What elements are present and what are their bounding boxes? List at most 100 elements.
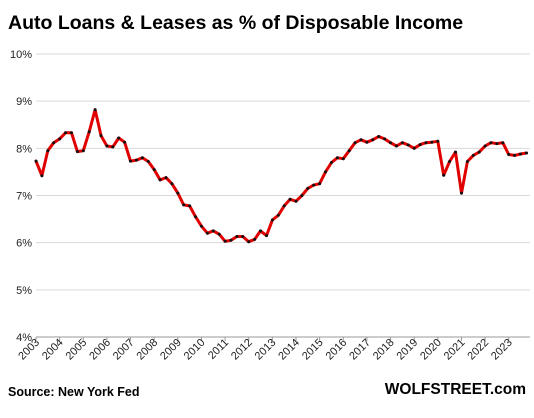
data-point	[146, 160, 150, 163]
data-point	[135, 158, 138, 162]
data-point	[501, 141, 505, 145]
data-point	[87, 130, 91, 134]
data-point	[513, 153, 517, 157]
brand-watermark: WOLFSTREET.com	[384, 381, 526, 398]
data-point	[460, 191, 463, 195]
data-point	[335, 156, 339, 160]
data-point	[395, 144, 398, 148]
data-point	[105, 144, 109, 148]
data-point	[306, 186, 310, 190]
x-tick-label: 2004	[40, 337, 66, 363]
chart-title: Auto Loans & Leases as % of Disposable I…	[8, 12, 464, 34]
y-tick-label: 5%	[16, 285, 32, 297]
data-point	[235, 235, 239, 238]
data-point	[353, 141, 357, 145]
data-point	[176, 191, 180, 195]
data-point	[75, 150, 79, 154]
data-point	[442, 173, 446, 177]
x-tick-label: 2008	[135, 337, 161, 363]
data-point	[477, 150, 481, 154]
x-tick-labels: 2003200420052006200720082009201020112012…	[16, 337, 515, 363]
data-point	[170, 182, 174, 186]
data-point	[406, 143, 410, 147]
data-point	[182, 203, 186, 207]
data-point	[34, 159, 38, 163]
data-point	[200, 224, 203, 228]
data-point	[318, 182, 322, 186]
data-point	[383, 137, 387, 141]
data-point	[288, 197, 292, 201]
data-point	[341, 157, 345, 161]
y-tick-label: 9%	[16, 96, 32, 108]
x-tick-label: 2015	[300, 337, 326, 363]
data-point	[164, 176, 168, 180]
data-point	[99, 134, 103, 138]
data-point	[40, 174, 44, 178]
data-point	[188, 204, 192, 208]
data-point	[52, 141, 56, 145]
y-tick-labels: 4% 5% 6% 7% 8% 9% 10%	[10, 49, 32, 344]
x-tick-label: 2023	[489, 337, 515, 363]
data-point	[158, 178, 162, 182]
data-point	[424, 141, 428, 145]
data-point	[330, 161, 333, 164]
data-point	[519, 152, 522, 156]
data-point	[70, 131, 73, 135]
x-tick-label: 2009	[158, 337, 184, 363]
x-tick-label: 2022	[465, 337, 491, 363]
data-point	[347, 149, 351, 153]
data-point	[123, 140, 127, 144]
x-tick-label: 2007	[111, 337, 137, 363]
data-point	[64, 131, 67, 135]
data-point	[365, 140, 369, 144]
data-point	[229, 238, 233, 242]
data-point	[312, 183, 316, 187]
y-tick-label: 4%	[16, 332, 32, 344]
data-point	[282, 204, 286, 208]
data-point	[81, 149, 85, 153]
x-tick-label: 2012	[229, 337, 255, 363]
x-tick-label: 2011	[206, 337, 231, 362]
data-point	[465, 160, 469, 163]
data-point	[471, 153, 475, 157]
data-point	[140, 156, 144, 160]
data-point	[430, 140, 434, 144]
data-point	[241, 235, 245, 238]
x-tick-label: 2021	[442, 337, 468, 363]
x-tick-label: 2020	[418, 337, 444, 363]
data-point	[389, 141, 392, 145]
y-tick-label: 6%	[16, 238, 32, 250]
data-point	[489, 141, 493, 145]
x-tick-label: 2013	[253, 337, 279, 363]
y-tick-label: 10%	[10, 49, 32, 61]
data-point	[483, 144, 487, 148]
source-note: Source: New York Fed	[8, 385, 140, 399]
gridlines	[36, 53, 530, 338]
data-point	[436, 139, 440, 143]
x-tick-label: 2014	[276, 337, 302, 363]
data-point	[418, 143, 422, 147]
data-point	[495, 142, 499, 146]
data-point	[377, 135, 381, 138]
data-point	[448, 160, 452, 163]
data-point	[93, 108, 97, 112]
data-point	[270, 218, 274, 222]
data-point	[223, 239, 227, 243]
y-tick-label: 8%	[16, 143, 32, 155]
data-point	[46, 149, 50, 153]
data-point	[400, 141, 404, 145]
data-point	[265, 234, 268, 238]
data-markers	[34, 108, 528, 244]
y-tick-label: 7%	[16, 191, 32, 203]
data-point	[300, 194, 304, 197]
data-point	[205, 231, 209, 235]
data-point	[247, 240, 251, 244]
x-tick-label: 2019	[395, 337, 421, 363]
data-point	[194, 215, 197, 219]
x-tick-label: 2018	[371, 337, 397, 363]
data-point	[58, 137, 62, 141]
x-tick-label: 2017	[347, 337, 373, 363]
x-tick-label: 2005	[64, 337, 90, 363]
data-point	[253, 237, 257, 241]
x-tick-label: 2016	[324, 337, 350, 363]
